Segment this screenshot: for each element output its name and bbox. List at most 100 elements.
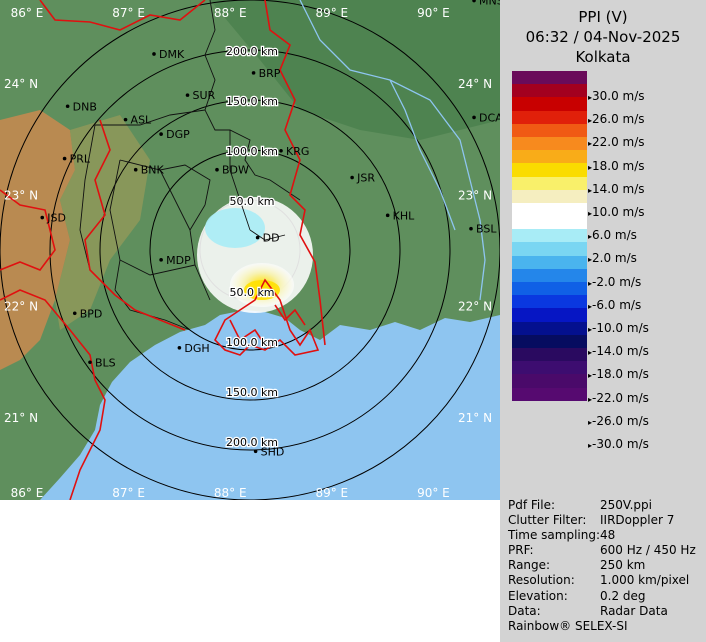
city-dot <box>65 104 70 109</box>
color-swatch <box>512 268 587 282</box>
city-label: DCA <box>479 111 500 124</box>
meta-row: Resolution: 1.000 km/pixel <box>508 573 690 588</box>
city-label: MNS <box>479 0 500 8</box>
city-label: DGH <box>184 342 209 355</box>
city-dot <box>152 52 156 56</box>
city-dot <box>350 175 354 180</box>
scale-label: -18.0 m/s <box>588 367 649 383</box>
color-scale <box>512 71 587 401</box>
latitude-label: 24° N <box>458 77 492 91</box>
color-swatch <box>512 229 587 243</box>
city-dot <box>177 345 182 350</box>
city-label: MDP <box>166 254 191 267</box>
color-swatch <box>512 176 587 190</box>
scale-label: -22.0 m/s <box>588 391 649 407</box>
scale-label: -30.0 m/s <box>588 437 649 453</box>
latitude-label: 21° N <box>4 411 38 425</box>
scale-label: -6.0 m/s <box>588 298 641 314</box>
latitude-label: 22° N <box>4 300 38 314</box>
software-credit: Rainbow® SELEX-SI <box>508 619 628 633</box>
meta-row: PRF: 600 Hz / 450 Hz <box>508 543 696 558</box>
color-swatch <box>512 334 587 348</box>
color-swatch <box>512 347 587 362</box>
color-swatch <box>512 123 587 137</box>
city-dot <box>385 213 390 218</box>
city-markers: MNS DMK BRP SUR DNB DCA ASL DGP KRG PRL BNK BDW JSR K… <box>40 0 500 458</box>
scale-label: 10.0 m/s <box>588 205 645 221</box>
range-label: 150.0 km <box>226 386 278 399</box>
scale-label: 6.0 m/s <box>588 228 637 244</box>
latitude-label: 23° N <box>4 188 38 202</box>
color-swatch <box>512 295 587 309</box>
meta-row: Elevation: 0.2 deg <box>508 588 646 603</box>
longitude-label: 90° E <box>417 486 450 500</box>
latitude-label: 22° N <box>458 300 492 314</box>
city-label: BSL <box>476 223 497 236</box>
city-label: BPD <box>80 307 103 320</box>
color-swatch <box>512 84 587 98</box>
city-label: BNK <box>141 164 165 177</box>
scale-label: -14.0 m/s <box>588 344 649 360</box>
city-dot <box>40 215 45 220</box>
city-label: JSD <box>46 212 66 225</box>
scale-label: 14.0 m/s <box>588 182 645 198</box>
color-swatch <box>512 308 587 322</box>
city-dot <box>279 148 283 153</box>
range-rings <box>0 0 500 500</box>
city-label: BRP <box>259 67 281 80</box>
range-ring-100 <box>149 149 351 351</box>
city-label: KRG <box>286 145 309 158</box>
city-dot <box>88 360 92 365</box>
range-label: 150.0 km <box>226 95 278 108</box>
meta-row: Range: 250 km <box>508 558 646 573</box>
city-label: ASL <box>131 114 153 127</box>
longitude-label: 86° E <box>11 486 44 500</box>
echo-light-blue <box>205 208 265 248</box>
color-swatch <box>512 216 587 230</box>
longitude-label: 87° E <box>112 6 145 20</box>
longitude-labels-top: 86° E 87° E 88° E 89° E 90° E <box>11 6 450 20</box>
color-swatch <box>512 361 587 375</box>
city-label: SHD <box>261 445 285 458</box>
latitude-label: 21° N <box>458 411 492 425</box>
city-dot <box>472 0 476 3</box>
range-label: 50.0 km <box>229 286 274 299</box>
color-swatch <box>512 136 587 151</box>
city-dot <box>123 117 128 122</box>
meta-row: Clutter Filter: IIRDoppler 7 <box>508 513 675 528</box>
longitude-label: 89° E <box>315 6 348 20</box>
radar-map: 86° E 87° E 88° E 89° E 90° E 86° E 87° E 88° … <box>0 0 500 500</box>
longitude-label: 90° E <box>417 6 450 20</box>
northern-plain <box>210 0 500 140</box>
city-label: BDW <box>222 164 249 177</box>
color-swatch <box>512 282 587 296</box>
city-dot <box>159 132 163 136</box>
radar-echoes <box>197 197 313 313</box>
longitude-labels-bottom: 86° E 87° E 88° E 89° E 90° E <box>11 486 450 500</box>
range-label: 100.0 km <box>226 145 278 158</box>
state-borders <box>0 0 326 500</box>
product-title: PPI (V) <box>578 8 628 26</box>
legend-panel: PPI (V) 06:32 / 04-Nov-2025 Kolkata 30.0… <box>500 0 706 642</box>
color-swatch <box>512 150 587 164</box>
color-swatch <box>512 202 587 217</box>
range-ring-150 <box>99 99 401 401</box>
range-labels: 50.0 km 50.0 km 100.0 km 100.0 km 150.0 km 15… <box>225 44 280 451</box>
meta-row: Data: Radar Data <box>508 603 668 618</box>
color-swatch <box>512 374 587 388</box>
city-label: DNB <box>73 100 97 113</box>
city-dot <box>215 167 219 172</box>
city-label: KHL <box>393 209 415 222</box>
color-swatch <box>512 97 587 111</box>
city-dot <box>251 71 256 75</box>
meta-row: Pdf File: 250V.ppi <box>508 498 652 512</box>
latitude-label: 23° N <box>458 188 492 202</box>
city-label: JSR <box>356 171 375 184</box>
longitude-label: 88° E <box>214 6 247 20</box>
color-swatch <box>512 163 587 177</box>
city-label: DGP <box>166 128 190 141</box>
color-swatch <box>512 255 587 269</box>
city-dot <box>62 156 67 161</box>
city-dot <box>133 167 138 172</box>
city-dot <box>469 226 473 231</box>
